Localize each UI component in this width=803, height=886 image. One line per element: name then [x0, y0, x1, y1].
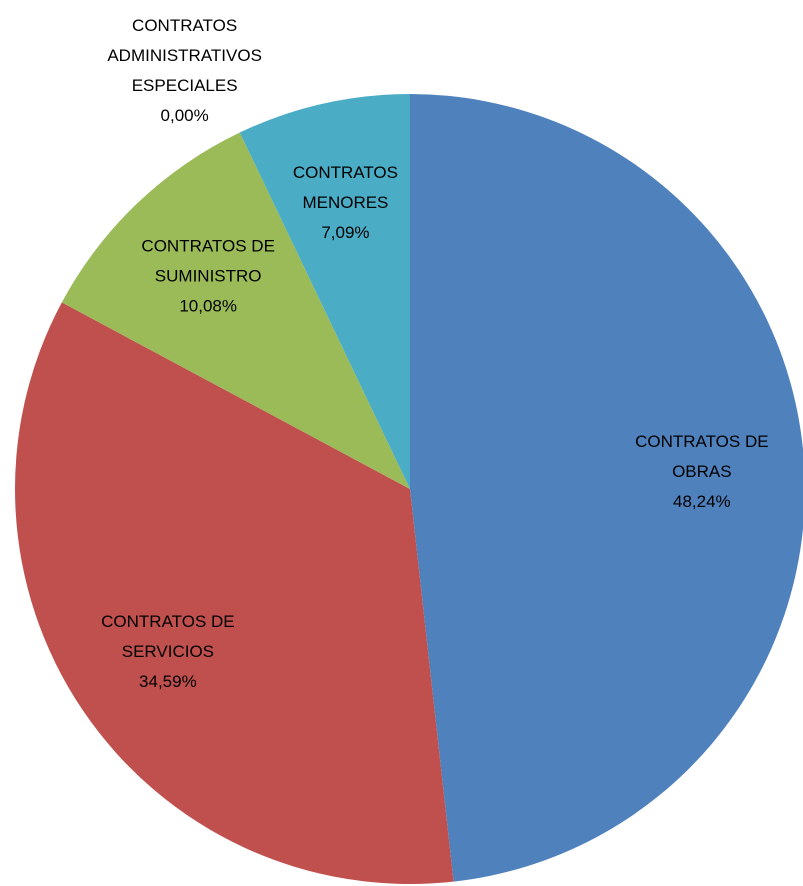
slice-label-line: CONTRATOS [293, 163, 398, 182]
slice-label-line: ESPECIALES [132, 76, 238, 95]
slice-label: CONTRATOS DE SUMINISTRO 10,08% [141, 237, 275, 316]
slice-label-line: SUMINISTRO [155, 267, 262, 286]
pie-slice [61, 132, 411, 489]
slice-value-label: 34,59% [139, 672, 197, 691]
slice-label: CONTRATOS MENORES 7,09% [293, 163, 398, 242]
slice-value-label: 48,24% [673, 492, 731, 511]
slice-label-line: ADMINISTRATIVOS [107, 46, 262, 65]
slice-label-line: OBRAS [672, 462, 732, 481]
slice-value-label: 0,00% [161, 106, 209, 125]
pie-slice [14, 302, 454, 884]
slice-label-line: CONTRATOS [132, 16, 237, 35]
slice-label-line: SERVICIOS [122, 642, 214, 661]
slice-value-label: 7,09% [321, 223, 369, 242]
slice-label-line: CONTRATOS DE [141, 237, 275, 256]
slice-label-line: MENORES [302, 193, 388, 212]
slice-label: CONTRATOS ADMINISTRATIVOS ESPECIALES 0,00% [107, 16, 262, 125]
slice-label-line: CONTRATOS DE [635, 432, 769, 451]
slice-label-line: CONTRATOS DE [101, 612, 235, 631]
slice-label: CONTRATOS DE OBRAS 48,24% [635, 432, 769, 511]
pie-slice [410, 94, 803, 882]
pie-slice [239, 94, 410, 489]
slice-label: CONTRATOS DE SERVICIOS 34,59% [101, 612, 235, 691]
slice-value-label: 10,08% [179, 297, 237, 316]
